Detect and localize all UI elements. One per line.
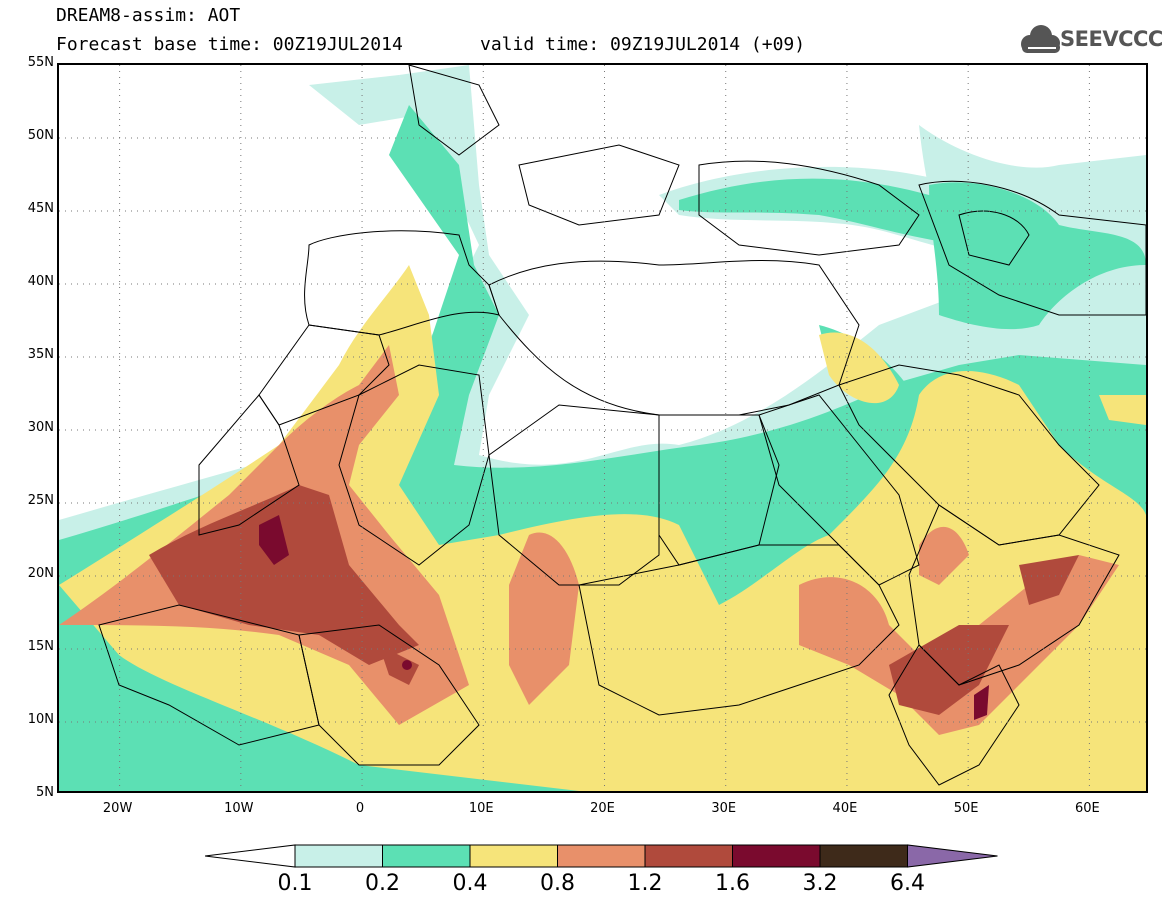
colorbar-segment <box>557 844 646 868</box>
lat-label: 40N <box>27 274 54 289</box>
lon-label: 20W <box>102 801 133 816</box>
colorbar-over-triangle <box>907 844 998 868</box>
lat-label: 55N <box>27 55 54 70</box>
logo-text: SEEVCCC <box>1060 27 1163 51</box>
lat-label: 5N <box>36 785 54 800</box>
lon-label: 20E <box>590 801 615 816</box>
country-borders <box>98 65 1146 786</box>
cloud-icon <box>1021 25 1060 53</box>
lon-label: 40E <box>832 801 858 816</box>
lat-label: 25N <box>27 493 54 508</box>
colorbar-segment <box>294 844 383 868</box>
colorbar-label: 0.2 <box>365 871 400 896</box>
colorbar-segment <box>382 844 471 868</box>
lat-label: 50N <box>27 128 54 143</box>
map-panel <box>57 63 1148 793</box>
lon-label: 10W <box>224 801 254 816</box>
colorbar-segment <box>819 844 908 868</box>
aot-1.2-contour <box>149 485 1079 715</box>
lat-label: 10N <box>27 712 54 727</box>
colorbar-label: 0.1 <box>277 871 313 896</box>
colorbar-label: 0.4 <box>452 871 488 896</box>
lon-label: 10E <box>468 801 494 816</box>
colorbar-label: 0.8 <box>540 871 575 896</box>
colorbar-label: 3.2 <box>802 871 838 896</box>
lat-label: 30N <box>27 420 54 435</box>
valid-time: valid time: 09Z19JUL2014 (+09) <box>480 34 806 55</box>
lat-label: 35N <box>27 347 54 362</box>
colorbar-segment <box>469 844 558 868</box>
title-line-1: DREAM8-assim: AOT <box>56 5 241 26</box>
lat-label: 45N <box>27 201 54 216</box>
lon-label: 50E <box>953 801 979 816</box>
lon-label: 60E <box>1074 801 1100 816</box>
colorbar-under-triangle <box>205 844 296 868</box>
lon-label: 30E <box>711 801 737 816</box>
lon-label: 0 <box>355 801 365 816</box>
colorbar-label: 1.6 <box>715 871 750 896</box>
colorbar-label: 1.2 <box>627 871 663 896</box>
lat-label: 20N <box>27 566 54 581</box>
title-line-2: Forecast base time: 00Z19JUL2014 <box>56 34 403 55</box>
colorbar-label: 6.4 <box>890 871 925 896</box>
lat-label: 15N <box>27 639 54 654</box>
aot-map <box>59 65 1146 791</box>
colorbar-segment <box>644 844 733 868</box>
colorbar <box>205 844 998 868</box>
aot-1.6-contour <box>259 515 989 720</box>
colorbar-segment <box>732 844 821 868</box>
